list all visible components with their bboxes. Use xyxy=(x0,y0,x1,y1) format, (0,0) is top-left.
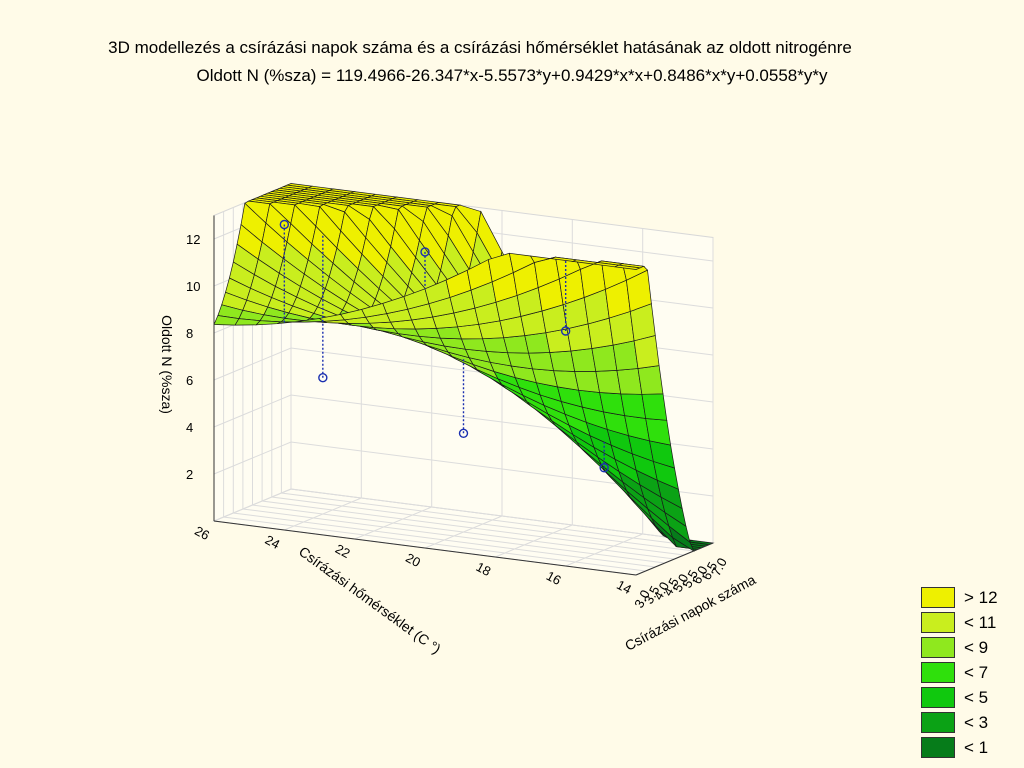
legend: > 12 < 11 < 9 < 7 < 5 < 3 < 1 xyxy=(921,585,1021,760)
x-tick-label: 3.5 xyxy=(641,583,663,606)
data-point xyxy=(458,428,469,438)
data-point xyxy=(560,326,571,336)
surface-cell xyxy=(613,264,642,270)
legend-swatch xyxy=(921,637,955,658)
y-tick-label: 26 xyxy=(192,523,212,543)
y-tick-label: 20 xyxy=(403,550,423,570)
surface-cell xyxy=(591,344,618,372)
surface-cell xyxy=(503,335,530,354)
legend-swatch xyxy=(921,587,955,608)
x-tick-label: 5.5 xyxy=(679,567,701,590)
surface-cell xyxy=(482,337,509,354)
data-point xyxy=(420,247,430,257)
observed-points xyxy=(279,219,609,473)
legend-label: < 7 xyxy=(964,662,989,682)
surface-cell xyxy=(524,332,551,354)
x-tick-label: 4.5 xyxy=(660,575,682,598)
z-tick-label: 10 xyxy=(186,279,200,294)
chart-subtitle: Oldott N (%sza) = 119.4966-26.347*x-5.55… xyxy=(196,66,828,85)
legend-label: < 11 xyxy=(964,612,997,632)
surface-cell xyxy=(595,370,622,395)
legend-swatch xyxy=(921,737,955,758)
y-tick-label: 14 xyxy=(614,577,634,597)
z-axis-title: Oldott N (%sza) xyxy=(159,315,175,414)
surface-cell xyxy=(616,368,643,395)
x-axis-line xyxy=(635,542,714,576)
surface-cell xyxy=(641,393,668,421)
surface-cell xyxy=(570,348,597,372)
z-tick-label: 2 xyxy=(186,467,193,482)
x-tick-label: 5.0 xyxy=(670,571,692,594)
legend-label: < 9 xyxy=(964,637,989,657)
z-tick-label: 12 xyxy=(186,232,200,247)
z-tick-label: 8 xyxy=(186,326,193,341)
y-axis-title: Csírázási hőmérséklet (C °) xyxy=(296,543,444,657)
grid-line xyxy=(213,441,714,497)
legend-item: < 9 xyxy=(921,635,1021,660)
x-tick-label: 3.0 xyxy=(631,587,653,610)
x-tick-label: 6.5 xyxy=(699,559,721,582)
y-tick-label: 18 xyxy=(474,559,494,579)
legend-item: < 3 xyxy=(921,710,1021,735)
axes xyxy=(213,215,714,576)
data-point xyxy=(599,463,609,473)
legend-label: < 5 xyxy=(964,687,989,707)
legend-swatch xyxy=(921,712,955,733)
legend-swatch xyxy=(921,612,955,633)
legend-swatch xyxy=(921,687,955,708)
y-tick-label: 22 xyxy=(333,541,353,561)
y-tick-label: 24 xyxy=(263,532,283,552)
z-tick-label: 4 xyxy=(186,420,193,435)
x-tick-label: 7.0 xyxy=(708,555,730,578)
surface-cell xyxy=(528,352,555,371)
x-tick-label: 6.0 xyxy=(689,563,711,586)
legend-item: < 11 xyxy=(921,610,1021,635)
data-point xyxy=(279,219,290,230)
surface-cell xyxy=(633,335,660,369)
x-tick-label: 4.0 xyxy=(650,579,672,602)
z-tick-label: 6 xyxy=(186,373,193,388)
response-surface xyxy=(213,183,715,552)
legend-label: < 3 xyxy=(964,712,989,732)
data-point xyxy=(318,373,328,383)
surface-cell xyxy=(637,365,664,395)
surface-cell xyxy=(612,340,639,371)
legend-label: > 12 xyxy=(964,587,998,607)
surface-cell xyxy=(549,350,576,372)
y-tick-label: 16 xyxy=(544,568,564,588)
surface-cell xyxy=(460,338,487,352)
surface-cell xyxy=(435,326,462,340)
surface-cell xyxy=(620,393,647,419)
legend-label: < 1 xyxy=(964,737,989,757)
surface-cell xyxy=(645,418,672,446)
y-axis-line xyxy=(213,520,637,576)
legend-item: < 5 xyxy=(921,685,1021,710)
legend-item: < 1 xyxy=(921,735,1021,760)
legend-item: > 12 xyxy=(921,585,1021,610)
chart-title: 3D modellezés a csírázási napok száma és… xyxy=(108,38,852,57)
surface-cell xyxy=(574,371,601,393)
legend-item: < 7 xyxy=(921,660,1021,685)
legend-swatch xyxy=(921,662,955,683)
